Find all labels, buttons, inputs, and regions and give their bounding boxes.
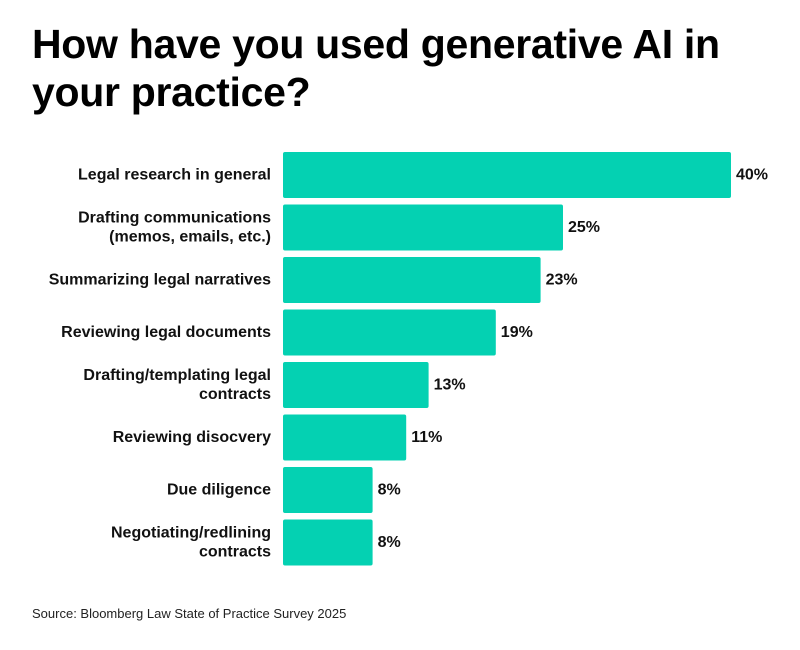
bar: [283, 309, 496, 356]
category-label: Legal research in general: [78, 167, 271, 184]
bar: [283, 204, 563, 251]
category-label: Due diligence: [167, 482, 271, 499]
category-label-line: (memos, emails, etc.): [109, 229, 271, 246]
bars-group: [283, 152, 731, 566]
value-label: 40%: [736, 167, 768, 184]
category-label: Drafting/templating legal contracts: [83, 367, 271, 403]
category-label-line: Drafting communications: [78, 210, 271, 227]
category-label-line: Legal research in general: [78, 167, 271, 184]
category-label: Negotiating/redlining contracts: [111, 525, 271, 561]
category-label-line: Reviewing disocvery: [113, 429, 271, 446]
value-label: 23%: [546, 272, 578, 289]
bar: [283, 467, 373, 513]
category-label-line: Due diligence: [167, 482, 271, 499]
value-label: 19%: [501, 324, 533, 341]
bar: [283, 257, 541, 303]
bar: [283, 152, 731, 198]
category-labels-group: Legal research in general Drafting commun…: [49, 167, 271, 561]
category-label-line: contracts: [199, 386, 271, 403]
bar: [283, 362, 429, 408]
value-label: 25%: [568, 219, 600, 236]
category-label: Reviewing legal documents: [61, 324, 271, 341]
value-label: 8%: [378, 534, 401, 551]
category-label-line: Reviewing legal documents: [61, 324, 271, 341]
category-label: Reviewing disocvery: [113, 429, 271, 446]
value-label: 13%: [434, 377, 466, 394]
category-label-line: Summarizing legal narratives: [49, 272, 271, 289]
category-label-line: contracts: [199, 544, 271, 561]
value-labels-group: 40% 25% 23% 19% 13% 11% 8% 8%: [378, 167, 768, 552]
category-label-line: Drafting/templating legal: [83, 367, 271, 384]
value-label: 11%: [411, 429, 442, 446]
value-label: 8%: [378, 482, 401, 499]
category-label: Summarizing legal narratives: [49, 272, 271, 289]
bar-chart: Legal research in general Drafting commun…: [49, 152, 768, 566]
bar: [283, 519, 373, 566]
category-label: Drafting communications (memos, emails, e…: [78, 210, 271, 246]
category-label-line: Negotiating/redlining: [111, 525, 271, 542]
source-note: Source: Bloomberg Law State of Practice …: [32, 606, 347, 621]
chart-title: How have you used generative AI in your …: [32, 21, 720, 115]
bar: [283, 414, 407, 461]
